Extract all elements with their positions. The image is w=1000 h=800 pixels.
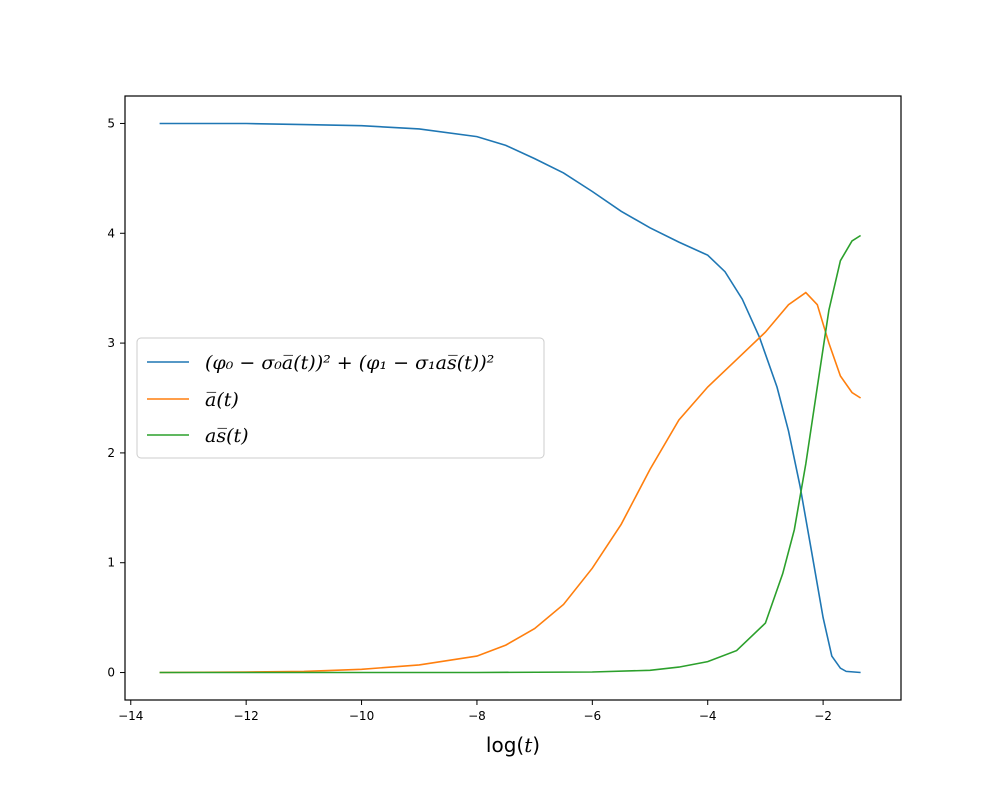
- y-tick-label: 1: [107, 556, 115, 570]
- y-tick-label: 2: [107, 446, 115, 460]
- legend-label-2: as̅(t): [205, 425, 249, 447]
- y-tick-label: 0: [107, 666, 115, 680]
- y-tick-label: 4: [107, 226, 115, 240]
- legend: (φ₀ − σ₀a̅(t))² + (φ₁ − σ₁as̅(t))² a̅(t)…: [136, 337, 545, 459]
- series-line-0: [159, 122, 861, 674]
- axes-frame: [124, 95, 902, 701]
- x-axis: −14 −12 −10 −8 −6 −4 −2: [118, 700, 832, 723]
- y-axis: 0 1 2 3 4 5: [107, 116, 125, 680]
- x-tick-label: −10: [349, 709, 374, 723]
- series-line-1: [159, 291, 862, 674]
- y-tick-label: 3: [107, 336, 115, 350]
- x-tick-label: −8: [468, 709, 486, 723]
- x-tick-label: −14: [118, 709, 143, 723]
- x-tick-label: −2: [814, 709, 832, 723]
- series-line-2: [159, 234, 862, 674]
- legend-label-0: (φ₀ − σ₀a̅(t))² + (φ₁ − σ₁as̅(t))²: [205, 352, 494, 374]
- x-tick-label: −4: [699, 709, 717, 723]
- legend-label-1: a̅(t): [205, 389, 239, 411]
- series-lines: [159, 122, 862, 674]
- x-axis-label: log(t): [486, 733, 540, 757]
- legend-box: [136, 337, 545, 459]
- y-tick-label: 5: [107, 116, 115, 130]
- x-tick-label: −6: [583, 709, 601, 723]
- x-tick-label: −12: [233, 709, 258, 723]
